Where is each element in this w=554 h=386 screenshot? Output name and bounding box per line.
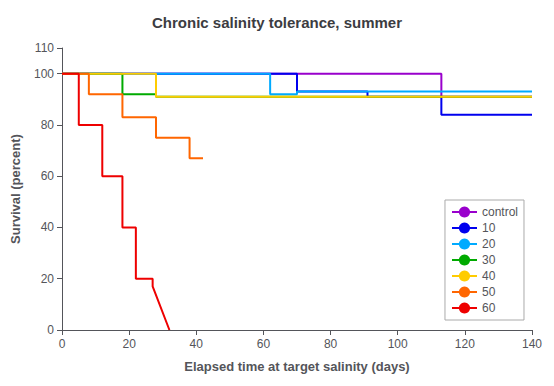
svg-text:40: 40 [190, 337, 204, 351]
svg-text:60: 60 [257, 337, 271, 351]
svg-text:80: 80 [324, 337, 338, 351]
svg-text:30: 30 [482, 253, 496, 267]
svg-text:60: 60 [41, 169, 55, 183]
svg-text:40: 40 [41, 220, 55, 234]
svg-text:Survival (percent): Survival (percent) [8, 134, 23, 244]
svg-text:60: 60 [482, 301, 496, 315]
svg-text:control: control [482, 205, 518, 219]
svg-text:20: 20 [122, 337, 136, 351]
svg-text:Elapsed time at target salinit: Elapsed time at target salinity (days) [184, 359, 409, 374]
svg-text:0: 0 [47, 323, 54, 337]
svg-text:50: 50 [482, 285, 496, 299]
svg-text:110: 110 [35, 41, 54, 55]
svg-text:80: 80 [41, 118, 55, 132]
svg-text:100: 100 [388, 337, 408, 351]
svg-text:0: 0 [59, 337, 66, 351]
svg-text:Chronic salinity tolerance, su: Chronic salinity tolerance, summer [152, 14, 402, 31]
svg-text:20: 20 [41, 272, 55, 286]
svg-text:20: 20 [482, 237, 496, 251]
svg-text:120: 120 [455, 337, 475, 351]
svg-text:10: 10 [482, 221, 496, 235]
svg-text:100: 100 [34, 67, 54, 81]
svg-text:140: 140 [522, 337, 542, 351]
svg-text:40: 40 [482, 269, 496, 283]
